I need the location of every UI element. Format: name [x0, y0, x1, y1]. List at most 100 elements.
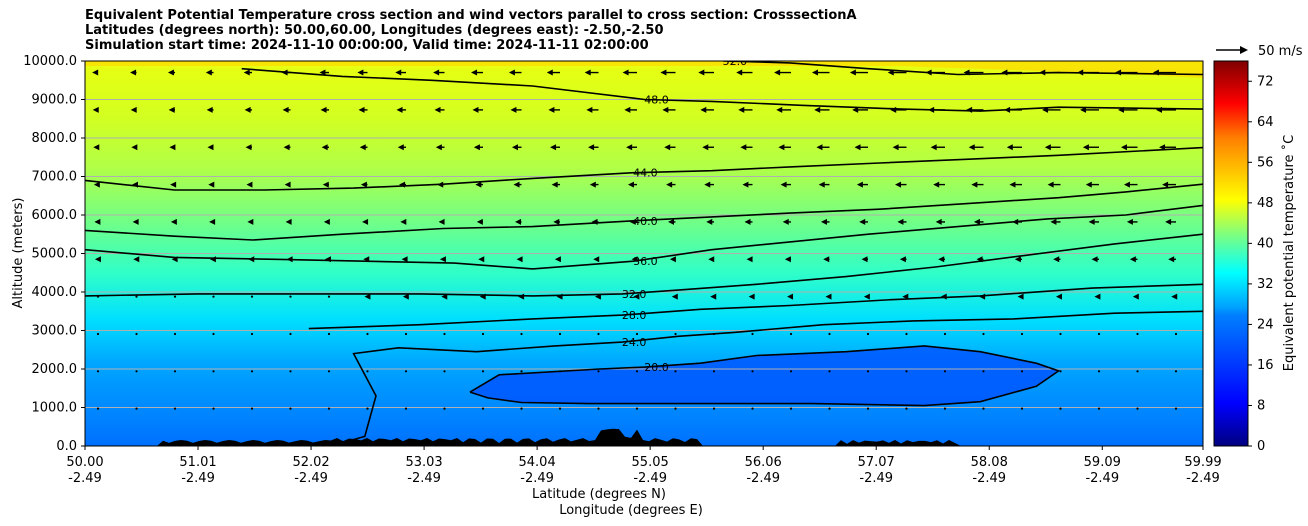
- wind-vector: [471, 69, 483, 76]
- contour-label-48.0: 48.0: [644, 94, 669, 107]
- wind-vector: [478, 256, 485, 263]
- wind-vector: [554, 256, 561, 263]
- wind-vector: [133, 256, 140, 263]
- wind-vector: [892, 144, 907, 151]
- wind-vector: [1091, 256, 1099, 263]
- wind-vector: [208, 181, 215, 188]
- y-axis-label: Altitude (meters): [11, 198, 26, 309]
- wind-vector: [982, 407, 985, 410]
- wind-vector: [1152, 69, 1176, 76]
- wind-vector: [943, 407, 947, 410]
- wind-vector: [404, 407, 408, 410]
- contour-label-32.0: 32.0: [622, 288, 647, 301]
- wind-vector: [481, 407, 485, 410]
- quiver-key-label: 50 m/s: [1258, 44, 1303, 59]
- wind-vector: [212, 295, 215, 298]
- wind-vector: [814, 106, 830, 113]
- x-tick-lat-label: 50.00: [66, 455, 103, 470]
- wind-vector: [712, 370, 716, 373]
- contour-20.0: [469, 345, 1061, 407]
- wind-vector: [360, 181, 368, 188]
- wind-vector: [789, 332, 793, 336]
- wind-vector: [1059, 407, 1062, 410]
- wind-vector: [744, 218, 753, 225]
- y-tick-label: 2000.0: [32, 362, 78, 377]
- terrain: [85, 428, 1203, 446]
- svg-text:44.0: 44.0: [633, 167, 658, 180]
- y-tick-label: 6000.0: [32, 208, 78, 223]
- wind-vector: [706, 218, 714, 225]
- wind-vector: [396, 106, 406, 113]
- wind-vector: [1126, 218, 1138, 225]
- wind-vector: [700, 106, 714, 113]
- wind-vector: [982, 332, 985, 336]
- wind-vector: [1039, 69, 1061, 76]
- x-tick-lat-label: 59.09: [1084, 455, 1121, 470]
- x-tick-lon-label: -2.49: [972, 471, 1006, 486]
- wind-vector: [1020, 332, 1024, 336]
- wind-vector: [593, 256, 600, 263]
- wind-vector: [1094, 293, 1101, 300]
- wind-vector: [751, 407, 754, 410]
- contour-32.0: [85, 233, 1203, 297]
- wind-vector: [905, 370, 908, 373]
- wind-vector: [281, 69, 291, 76]
- wind-vector: [1059, 332, 1062, 336]
- x-tick-lat-label: 58.08: [971, 455, 1008, 470]
- wind-vector: [963, 69, 984, 76]
- wind-vector: [132, 218, 139, 225]
- wind-vector: [943, 332, 947, 336]
- wind-vector: [169, 144, 176, 151]
- x-axis-label: Latitude (degrees N): [532, 487, 666, 502]
- wind-vector: [212, 407, 215, 410]
- wind-vector: [327, 407, 331, 410]
- wind-vector: [1171, 293, 1178, 300]
- wind-vector: [1050, 218, 1061, 225]
- wind-vector: [558, 332, 562, 336]
- wind-vector: [324, 256, 331, 263]
- wind-vector: [167, 69, 175, 76]
- wind-vector: [437, 181, 445, 188]
- wind-vector: [92, 69, 99, 76]
- wind-vector: [93, 144, 100, 151]
- wind-vector: [363, 256, 370, 263]
- wind-vector: [551, 181, 560, 188]
- wind-vector: [784, 256, 791, 263]
- wind-vector: [591, 218, 599, 225]
- x-tick-lon-label: -2.49: [859, 471, 893, 486]
- contour-label-28.0: 28.0: [622, 309, 647, 322]
- wind-vector: [207, 144, 214, 151]
- wind-vector: [1118, 106, 1138, 113]
- wind-vector: [861, 256, 868, 263]
- wind-vector: [135, 295, 138, 298]
- colorbar-tick-label: 8: [1257, 398, 1265, 413]
- wind-vector: [1165, 218, 1176, 225]
- wind-vector: [789, 407, 793, 410]
- wind-vector: [479, 293, 486, 300]
- wind-vector: [245, 144, 252, 151]
- wind-vector: [546, 69, 560, 76]
- wind-vector: [635, 332, 639, 336]
- wind-vector: [135, 332, 138, 336]
- wind-vector: [515, 218, 522, 225]
- wind-vector: [1085, 181, 1099, 188]
- wind-vector: [246, 181, 253, 188]
- wind-vector: [1012, 218, 1022, 225]
- wind-vector: [968, 144, 984, 151]
- wind-vector: [438, 218, 445, 225]
- wind-vector: [171, 256, 178, 263]
- x-tick-lat-label: 54.04: [519, 455, 556, 470]
- wind-vector: [751, 370, 754, 373]
- wind-vector: [358, 106, 368, 113]
- y-tick-label: 5000.0: [32, 247, 78, 262]
- wind-vector: [597, 370, 600, 373]
- wind-vector: [327, 332, 331, 336]
- wind-vector: [624, 106, 637, 113]
- wind-vector: [1017, 293, 1024, 300]
- title-line-2: Latitudes (degrees north): 50.00,60.00, …: [85, 23, 664, 38]
- wind-vector: [285, 218, 292, 225]
- x-tick-lon-label: -2.49: [1186, 471, 1220, 486]
- wind-vector: [828, 370, 831, 373]
- wind-vector: [362, 218, 369, 225]
- svg-text:36.0: 36.0: [633, 255, 658, 268]
